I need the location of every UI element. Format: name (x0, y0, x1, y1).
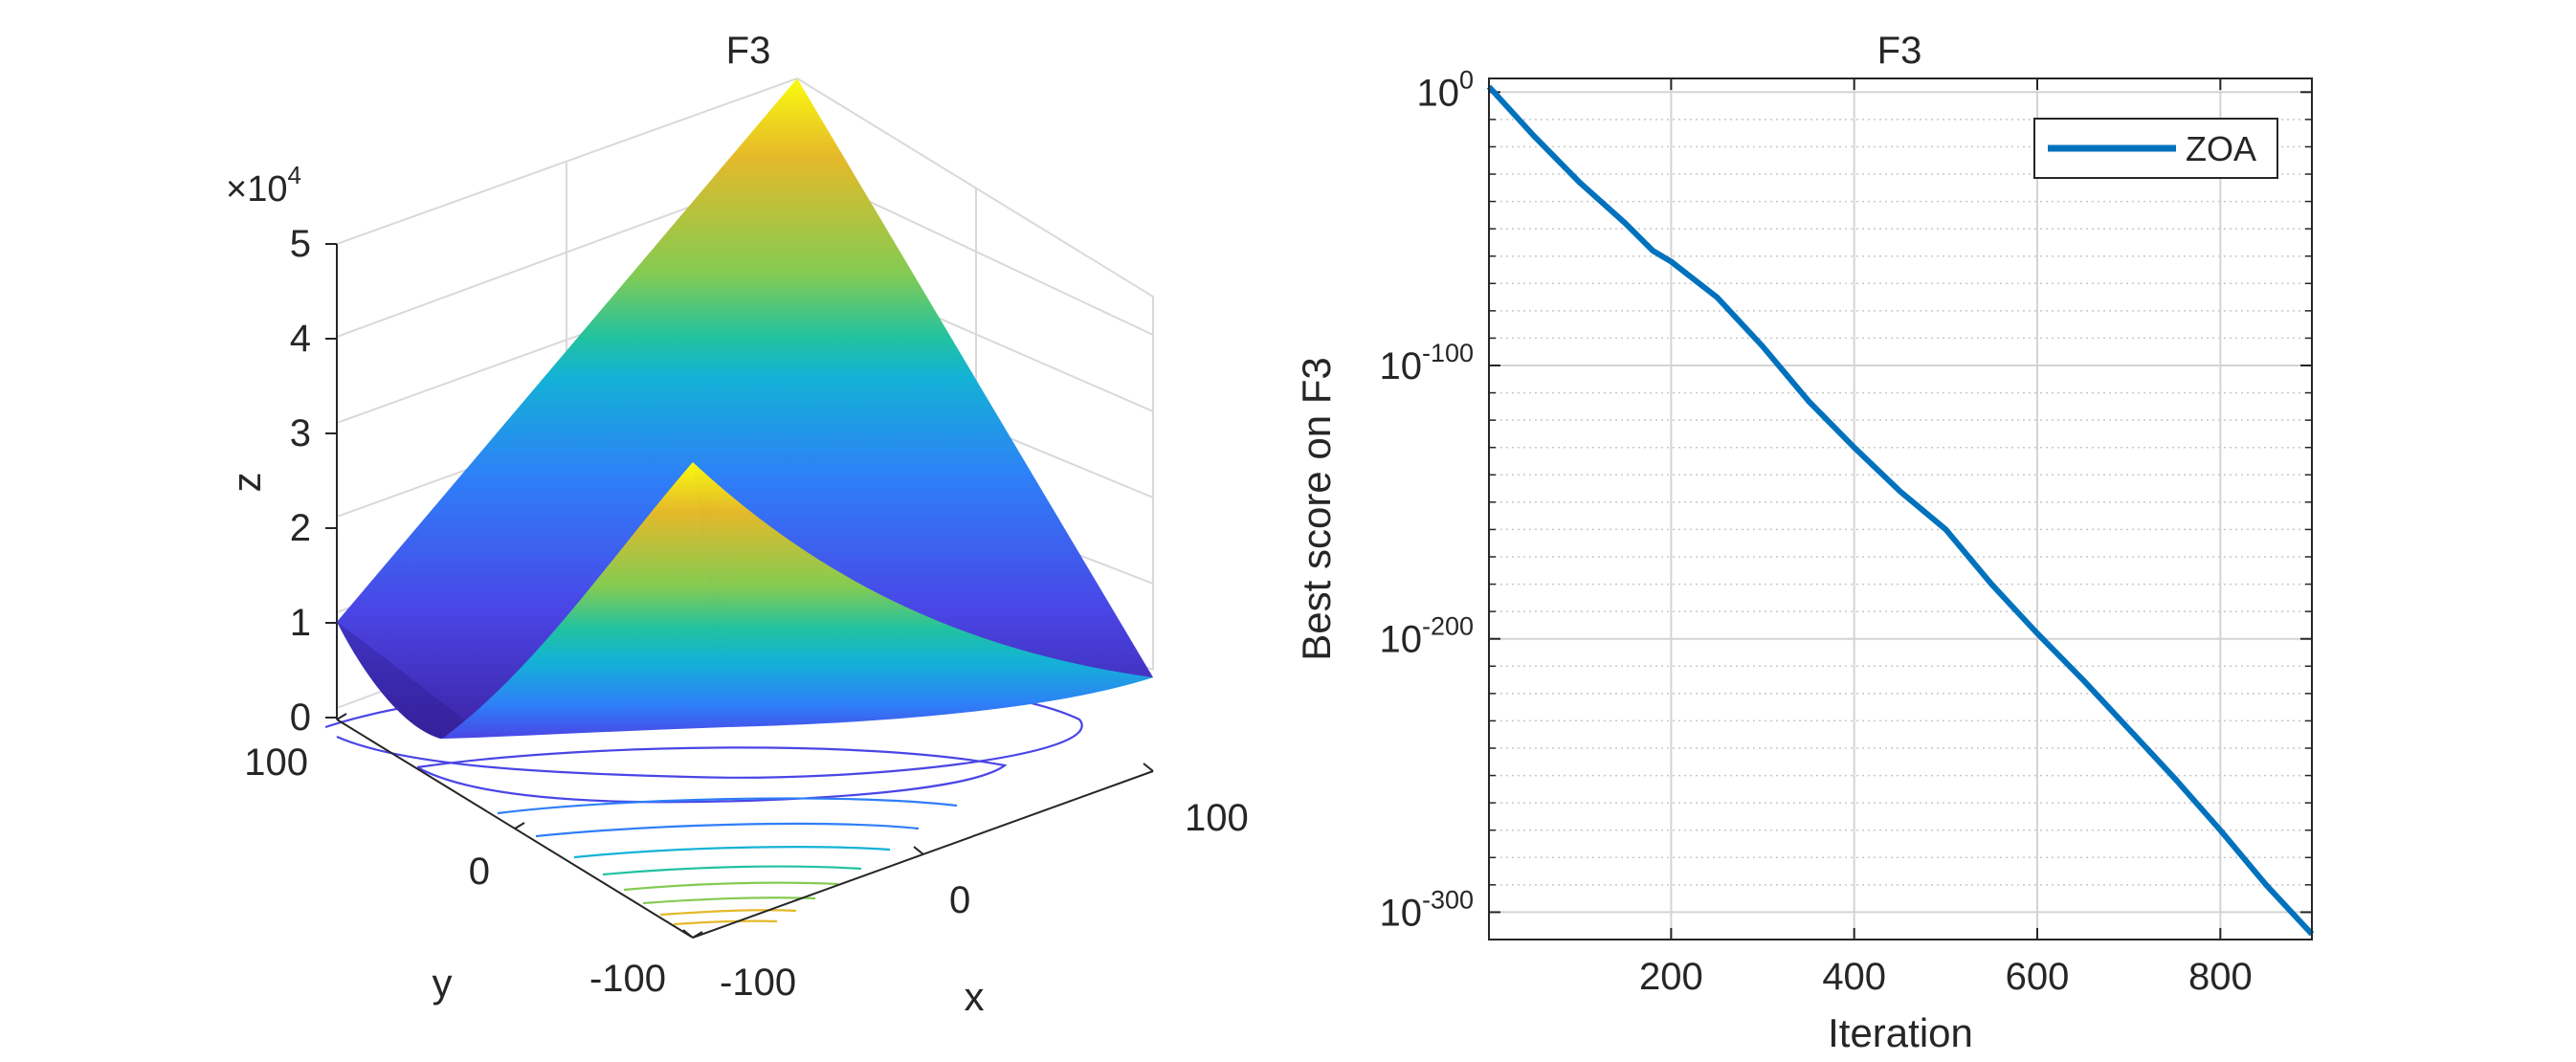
convergence-y-label: Best score on F3 (1294, 357, 1339, 660)
surface-z-tick-labels: 5 4 3 2 1 0 (290, 223, 311, 739)
x-tick-label: -100 (720, 962, 796, 1004)
y-tick-label: 10-300 (1379, 885, 1474, 934)
surface-y-label: y (433, 961, 453, 1006)
y-tick-base: 10 (1416, 72, 1459, 114)
surface-shading (337, 622, 488, 739)
convergence-x-tick-labels: 200 400 600 800 (1639, 956, 2253, 998)
y-tick-label: 100 (1416, 65, 1474, 114)
x-tick-label: 200 (1639, 956, 1703, 998)
legend-label-zoa: ZOA (2186, 129, 2256, 168)
y-tick-label: 0 (469, 851, 490, 893)
surface-z-exponent-power: 4 (287, 161, 300, 189)
z-tick-label: 1 (290, 602, 311, 644)
z-tick-label: 0 (290, 697, 311, 739)
x-tick-label: 0 (949, 879, 970, 921)
z-tick-label: 2 (290, 507, 311, 549)
y-tick-label: 10-200 (1379, 612, 1474, 661)
surface-title: F3 (726, 30, 771, 72)
x-tick-label: 400 (1822, 956, 1886, 998)
y-tick-exponent: -300 (1422, 885, 1474, 914)
surface-outer-sheet (337, 78, 1153, 739)
y-tick-exponent: -100 (1422, 339, 1474, 367)
y-tick-label: -100 (589, 958, 666, 1000)
x-tick-label: 800 (2188, 956, 2253, 998)
y-tick-label: 100 (244, 741, 308, 784)
convergence-title: F3 (1877, 30, 1922, 72)
x-tick-label: 600 (2006, 956, 2070, 998)
surface-z-exponent-base: ×10 (226, 169, 287, 210)
surface-x-tick-labels: -100 0 100 (720, 797, 1249, 1004)
surface-z-label: z (224, 473, 269, 493)
surface-contours (324, 677, 1083, 926)
y-tick-exponent: 0 (1459, 65, 1474, 94)
surface-x-label: x (965, 974, 985, 1019)
series-line-zoa (1486, 84, 2315, 937)
z-tick-label: 5 (290, 223, 311, 265)
y-tick-exponent: -200 (1422, 612, 1474, 641)
z-tick-label: 3 (290, 412, 311, 454)
convergence-x-label: Iteration (1828, 1010, 1973, 1055)
y-tick-label: 10-100 (1379, 339, 1474, 387)
surface-front-shade (693, 462, 1153, 727)
x-tick-label: 100 (1185, 797, 1249, 839)
surface-chart: F3 (224, 30, 1249, 1019)
y-tick-base: 10 (1379, 345, 1422, 387)
surface-y-tick-labels: 100 0 -100 (244, 741, 666, 1000)
surface-z-exponent: ×104 (226, 161, 301, 210)
y-tick-base: 10 (1379, 892, 1422, 934)
surface-front-axes (325, 243, 1154, 939)
convergence-ticks (1489, 78, 2312, 940)
convergence-grid (1489, 78, 2312, 940)
legend[interactable]: ZOA (2033, 118, 2278, 179)
convergence-plot-frame (1488, 77, 2313, 940)
z-tick-label: 4 (290, 318, 311, 360)
y-tick-base: 10 (1379, 619, 1422, 661)
